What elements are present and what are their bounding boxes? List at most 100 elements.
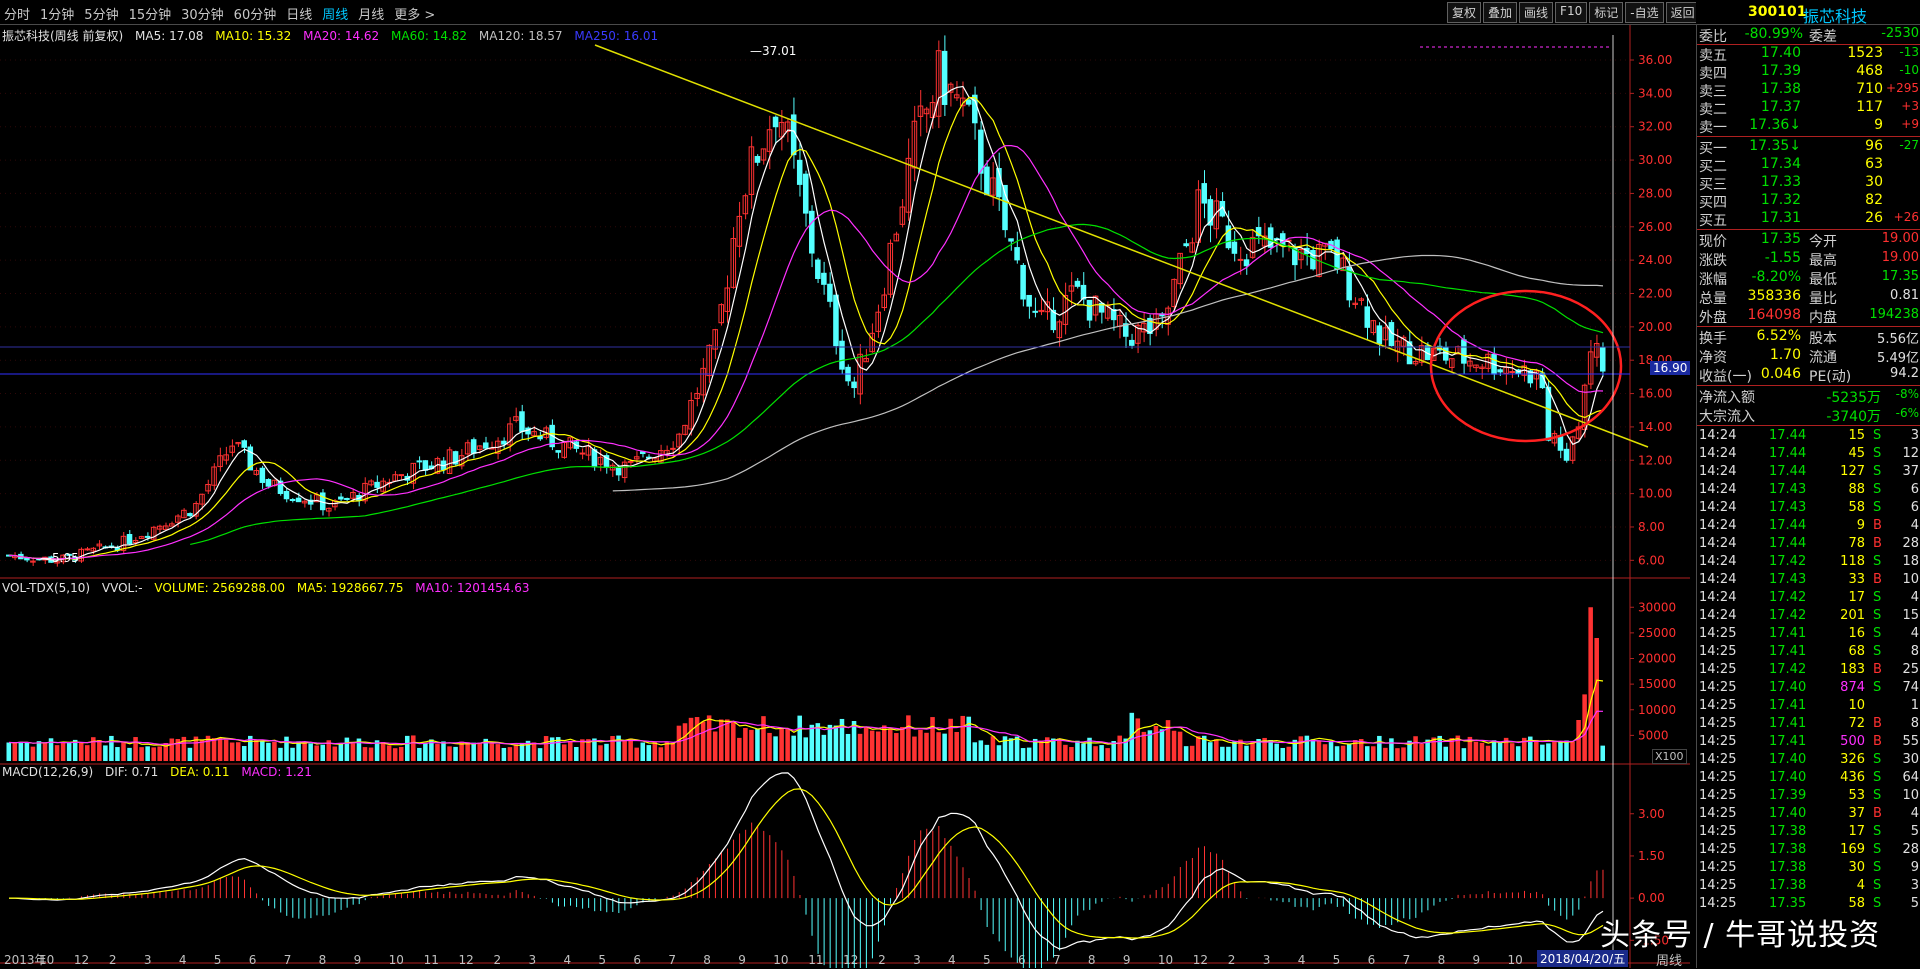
volume-bar bbox=[676, 725, 682, 761]
x-axis-label: 6 bbox=[633, 953, 641, 967]
bids-level: 买一 17.35↓ 96 -27 bbox=[1697, 138, 1920, 157]
volume-bar bbox=[1135, 718, 1141, 761]
volume-bar bbox=[1099, 745, 1104, 761]
tick-volume: 4 bbox=[1856, 878, 1865, 893]
candle-body bbox=[1080, 284, 1087, 300]
candle-body bbox=[452, 451, 459, 465]
macd-axis-label: 1.50 bbox=[1638, 849, 1665, 863]
stock-header: 300101 振芯科技 bbox=[1696, 2, 1918, 26]
volume-axis-label: 20000 bbox=[1638, 652, 1676, 666]
tick-time: 14:25 bbox=[1699, 896, 1737, 911]
stat-value: -1.55 bbox=[1764, 250, 1801, 266]
tick-row: 14:25 17.41 10 1 bbox=[1697, 698, 1920, 716]
price-axis-label: 32.00 bbox=[1638, 120, 1672, 134]
stat-label: 总量 bbox=[1699, 291, 1727, 307]
bids-price: 17.32 bbox=[1760, 192, 1801, 208]
tick-row: 14:25 17.40 326 S 30 bbox=[1697, 752, 1920, 770]
kline-chart-area[interactable]: 36.00 34.00 32.00 30.00 28.00 26.00 24.00 22.00… bbox=[0, 25, 1694, 968]
toolbar-button[interactable]: 返回 bbox=[1665, 2, 1700, 23]
toolbar-button[interactable]: -自选 bbox=[1625, 2, 1664, 23]
candle-body bbox=[470, 439, 477, 454]
tick-time: 14:25 bbox=[1699, 716, 1737, 731]
candle-body bbox=[446, 449, 453, 474]
tick-volume: 30 bbox=[1848, 860, 1865, 875]
candle-body bbox=[863, 357, 869, 363]
toolbar-button[interactable]: 标记 bbox=[1589, 2, 1624, 23]
period-tab[interactable]: 周线 bbox=[322, 8, 349, 23]
price-axis-label: 16.00 bbox=[1638, 387, 1672, 401]
volume-bar bbox=[380, 742, 386, 761]
candle-body bbox=[235, 441, 241, 445]
period-tab[interactable]: 日线 bbox=[286, 8, 313, 23]
period-tab[interactable]: 5分钟 bbox=[84, 8, 119, 23]
separator bbox=[1697, 326, 1920, 327]
candle-body bbox=[150, 526, 157, 540]
volume-bar bbox=[1195, 736, 1201, 761]
asks-change: +295 bbox=[1886, 81, 1919, 95]
candle-body bbox=[1364, 306, 1371, 328]
candle-body bbox=[1261, 235, 1268, 247]
tick-time: 14:25 bbox=[1699, 680, 1737, 695]
candle-body bbox=[1545, 386, 1552, 441]
tick-time: 14:25 bbox=[1699, 860, 1737, 875]
bids-label: 买四 bbox=[1699, 195, 1727, 211]
tick-row: 14:25 17.35 58 S 5 bbox=[1697, 896, 1920, 914]
candle-body bbox=[211, 466, 217, 486]
volume-bar bbox=[163, 743, 169, 761]
volume-ma10-line bbox=[8, 710, 1604, 745]
tick-price: 17.40 bbox=[1769, 680, 1807, 695]
candle-body bbox=[1255, 227, 1262, 237]
toolbar-button[interactable]: F10 bbox=[1555, 2, 1588, 23]
period-tab[interactable]: 60分钟 bbox=[233, 8, 277, 23]
candle-body bbox=[597, 456, 604, 465]
asks-label: 卖五 bbox=[1699, 48, 1727, 64]
tick-side: S bbox=[1873, 896, 1882, 911]
period-tab[interactable]: 分时 bbox=[4, 8, 31, 23]
toolbar-button[interactable]: 叠加 bbox=[1483, 2, 1518, 23]
volume-bar bbox=[1310, 739, 1316, 761]
bids-label: 买二 bbox=[1699, 159, 1727, 175]
tick-side: S bbox=[1873, 626, 1882, 641]
volume-bar bbox=[211, 738, 217, 761]
toolbar-button[interactable]: 复权 bbox=[1447, 2, 1482, 23]
period-tabs: 分时 1分钟 5分钟 15分钟 30分钟 60分钟 日线 周线 月线 更多 > bbox=[4, 4, 435, 23]
period-tab[interactable]: 更多 > bbox=[394, 8, 436, 23]
candle-body bbox=[217, 455, 223, 468]
tick-count: 9 bbox=[1910, 860, 1919, 875]
tick-volume: 16 bbox=[1848, 626, 1865, 641]
candle-body bbox=[760, 148, 767, 161]
tick-count: 8 bbox=[1910, 644, 1919, 659]
volume-bar bbox=[574, 747, 579, 761]
candle-body bbox=[344, 497, 350, 500]
period-tab[interactable]: 30分钟 bbox=[181, 8, 224, 23]
tick-count: 25 bbox=[1902, 662, 1919, 677]
period-tab[interactable]: 1分钟 bbox=[40, 8, 75, 23]
x-axis-label: 7 bbox=[1053, 953, 1061, 967]
asks-volume: 468 bbox=[1856, 63, 1883, 79]
candle-body bbox=[851, 381, 857, 389]
ma5-line bbox=[8, 85, 1604, 561]
volume-bar bbox=[308, 743, 313, 761]
bids-level: 买五 17.31 26 +26 bbox=[1697, 210, 1920, 229]
tick-side: B bbox=[1873, 518, 1882, 533]
candle-body bbox=[1213, 200, 1220, 230]
stock-name[interactable]: 振芯科技 bbox=[1803, 7, 1868, 26]
high-label: —37.01 bbox=[750, 44, 796, 58]
tick-row: 14:24 17.43 58 S 6 bbox=[1697, 500, 1920, 518]
volume-bar bbox=[767, 732, 772, 761]
volume-bar bbox=[1479, 742, 1485, 761]
candle-body bbox=[839, 340, 845, 370]
period-tab[interactable]: 15分钟 bbox=[128, 8, 172, 23]
candle-body bbox=[591, 449, 598, 468]
tick-row: 14:24 17.44 9 B 4 bbox=[1697, 518, 1920, 536]
volume-bar bbox=[42, 742, 48, 761]
period-tab[interactable]: 月线 bbox=[358, 8, 385, 23]
volume-bar bbox=[1057, 738, 1062, 761]
fund-flow-pct: -8% bbox=[1895, 387, 1919, 401]
toolbar-button[interactable]: 画线 bbox=[1519, 2, 1554, 23]
volume-bar bbox=[543, 736, 549, 761]
chart-canvas[interactable]: 36.0034.0032.0030.0028.0026.0024.0022.00… bbox=[0, 25, 1694, 968]
volume-bar bbox=[537, 748, 543, 761]
volume-bar bbox=[718, 719, 724, 761]
volume-bar bbox=[362, 747, 368, 761]
